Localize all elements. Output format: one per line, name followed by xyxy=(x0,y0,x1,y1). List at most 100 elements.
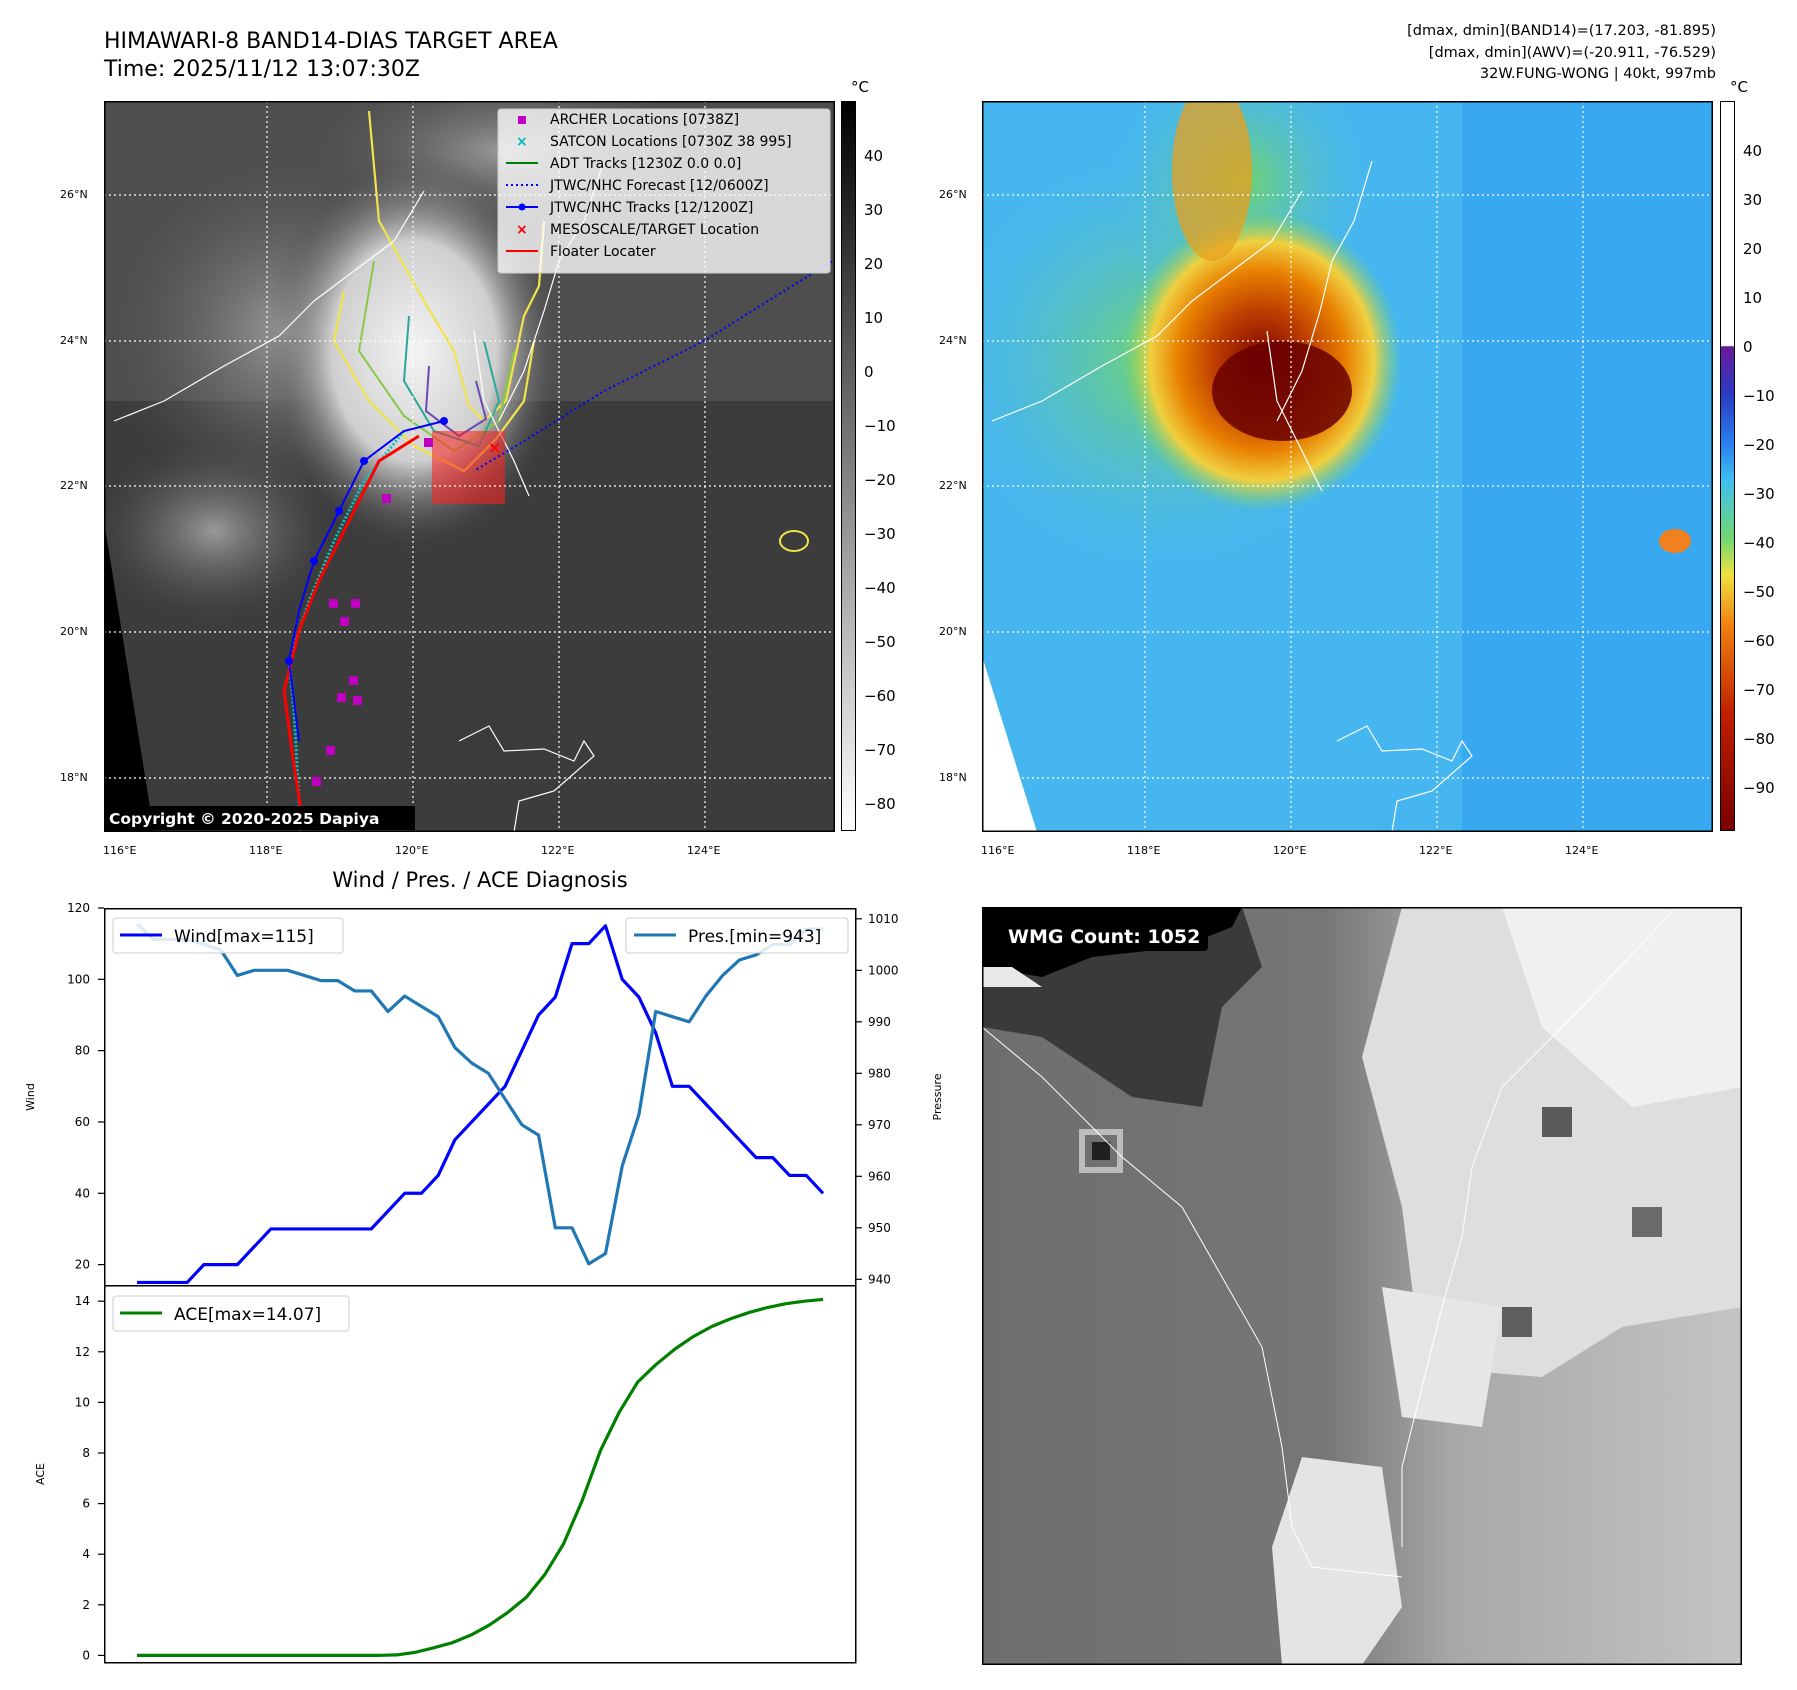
lat-tick: 24°N xyxy=(939,334,967,347)
legend-adt: ADT Tracks [1230Z 0.0 0.0] xyxy=(550,156,741,172)
svg-text:×: × xyxy=(488,438,501,457)
cb-tick: −80 xyxy=(1743,730,1775,748)
cb-tick: −10 xyxy=(1743,387,1775,405)
lon-tick: 118°E xyxy=(1127,844,1161,857)
ace-legend: ACE[max=14.07] xyxy=(112,1295,350,1332)
cb-tick: 40 xyxy=(1743,142,1763,160)
wind-pres-frame xyxy=(104,908,857,1287)
cb-tick: −50 xyxy=(864,633,896,651)
cb-tick: −40 xyxy=(864,579,896,597)
wind-tick-label: 60 xyxy=(75,1115,90,1129)
enhanced-colorbar xyxy=(1720,101,1735,831)
cb-tick: −90 xyxy=(1743,779,1775,797)
pressure-line xyxy=(135,922,823,1266)
page-time: Time: 2025/11/12 13:07:30Z xyxy=(104,57,420,82)
pressure-tick-label: 940 xyxy=(868,1272,891,1286)
pressure-tick-label: 1000 xyxy=(868,963,899,977)
legend-wind: Wind[max=115] xyxy=(174,927,314,947)
info-awv: [dmax, dmin](AWV)=(-20.911, -76.529) xyxy=(1428,45,1716,61)
lat-tick: 18°N xyxy=(939,771,967,784)
cb-tick: 10 xyxy=(864,309,884,327)
ace-tick-label: 12 xyxy=(75,1345,90,1359)
cb-tick: 30 xyxy=(864,201,884,219)
lon-tick: 116°E xyxy=(103,844,137,857)
cb-tick: 0 xyxy=(1743,338,1753,356)
lat-tick: 20°N xyxy=(939,625,967,638)
lat-tick: 22°N xyxy=(939,479,967,492)
ace-tick-label: 10 xyxy=(75,1395,90,1409)
ace-axis-label: ACE xyxy=(34,1463,47,1485)
cb-tick: 30 xyxy=(1743,191,1763,209)
enh-gridlines xyxy=(982,101,1713,832)
cb-tick: −60 xyxy=(1743,632,1775,650)
info-storm: 32W.FUNG-WONG | 40kt, 997mb xyxy=(1479,66,1716,82)
ace-tick-label: 8 xyxy=(82,1446,90,1460)
floater-locater xyxy=(282,434,420,832)
pressure-axis-label: Pressure xyxy=(931,1073,944,1120)
cb-tick: −70 xyxy=(864,741,896,759)
wind-axis-label: Wind xyxy=(24,1083,37,1111)
lon-tick: 122°E xyxy=(1419,844,1453,857)
pressure-tick-label: 1010 xyxy=(868,912,899,926)
wind-tick-label: 80 xyxy=(75,1044,90,1058)
jtwc-track xyxy=(287,420,445,742)
copyright-label: Copyright © 2020-2025 Dapiya xyxy=(109,810,379,828)
pressure-tick-label: 950 xyxy=(868,1221,891,1235)
wind-tick-label: 100 xyxy=(67,972,90,986)
ace-frame xyxy=(104,1285,857,1664)
ace-tick-label: 14 xyxy=(75,1294,90,1308)
legend-archer: ARCHER Locations [0738Z] xyxy=(550,112,739,128)
lat-tick: 20°N xyxy=(60,625,88,638)
lon-tick: 122°E xyxy=(541,844,575,857)
lon-tick: 120°E xyxy=(1273,844,1307,857)
ace-tick-label: 0 xyxy=(82,1648,90,1662)
lon-tick: 118°E xyxy=(249,844,283,857)
pressure-tick-label: 980 xyxy=(868,1066,891,1080)
cb-tick: −30 xyxy=(864,525,896,543)
pressure-tick-label: 990 xyxy=(868,1015,891,1029)
lon-tick: 120°E xyxy=(395,844,429,857)
wind-legend: Wind[max=115] xyxy=(112,917,344,954)
legend-target: MESOSCALE/TARGET Location xyxy=(550,222,759,238)
cb-tick: −40 xyxy=(1743,534,1775,552)
wind-tick-label: 120 xyxy=(67,901,90,915)
diagnosis-charts: Wind / Pres. / ACE Diagnosis 12010080604… xyxy=(24,868,944,1664)
cb-tick: −50 xyxy=(1743,583,1775,601)
ace-tick-label: 6 xyxy=(82,1497,90,1511)
colorbar2-unit: °C xyxy=(1730,78,1748,96)
cb-tick: 40 xyxy=(864,147,884,165)
ir-colorbar xyxy=(841,101,856,831)
page-title: HIMAWARI-8 BAND14-DIAS TARGET AREA xyxy=(104,29,558,54)
ir-legend: ARCHER Locations [0738Z] × SATCON Locati… xyxy=(497,108,831,274)
cb-tick: −20 xyxy=(1743,436,1775,454)
cb-tick: −30 xyxy=(1743,485,1775,503)
cb-tick: 0 xyxy=(864,363,874,381)
cb-tick: −10 xyxy=(864,417,896,435)
cb-tick: 20 xyxy=(1743,240,1763,258)
wind-tick-label: 40 xyxy=(75,1186,90,1200)
info-band14: [dmax, dmin](BAND14)=(17.203, -81.895) xyxy=(1407,23,1716,39)
lon-tick: 124°E xyxy=(1565,844,1599,857)
enhanced-map xyxy=(982,101,1713,832)
legend-satcon: SATCON Locations [0730Z 38 995] xyxy=(550,134,792,150)
cb-tick: 10 xyxy=(1743,289,1763,307)
legend-satcon-marker: × xyxy=(516,134,528,150)
legend-forecast: JTWC/NHC Forecast [12/0600Z] xyxy=(549,178,769,194)
legend-target-marker: × xyxy=(516,222,528,238)
pressure-tick-label: 960 xyxy=(868,1169,891,1183)
lon-tick: 124°E xyxy=(687,844,721,857)
pressure-tick-label: 970 xyxy=(868,1118,891,1132)
forecast-track xyxy=(473,258,835,472)
legend-pres: Pres.[min=943] xyxy=(688,927,821,947)
lat-tick: 18°N xyxy=(60,771,88,784)
archer-points xyxy=(312,438,433,786)
cb-tick: −20 xyxy=(864,471,896,489)
chart-title: Wind / Pres. / ACE Diagnosis xyxy=(332,868,627,892)
wind-line xyxy=(137,924,825,1285)
wind-tick-label: 20 xyxy=(75,1258,90,1272)
colorbar1-unit: °C xyxy=(851,78,869,96)
cb-tick: −70 xyxy=(1743,681,1775,699)
ace-line xyxy=(137,1297,824,1658)
wmg-count-badge: WMG Count: 1052 xyxy=(1000,923,1209,951)
legend-floater: Floater Locater xyxy=(550,244,656,260)
